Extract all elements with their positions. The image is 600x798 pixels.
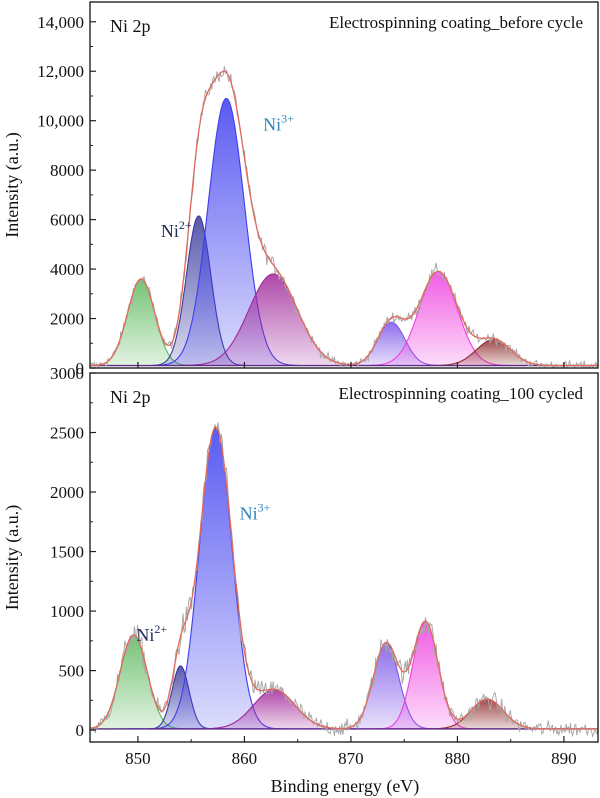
x-axis-label: Binding energy (eV) xyxy=(271,776,420,797)
y-tick-label: 10,000 xyxy=(37,112,84,131)
panel-before-cycle: 0 2000 4000 6000 8000 10,000 12,000 14,000 Inten… xyxy=(2,1,599,378)
annotation-ni3plus: Ni3+ xyxy=(240,500,271,523)
annotation-ni2plus: Ni2+ xyxy=(161,218,192,241)
raw-spectrum xyxy=(90,422,598,739)
x-tick-label: 890 xyxy=(551,749,577,768)
x-tick-label: 860 xyxy=(232,749,258,768)
x-tick-label: 870 xyxy=(338,749,364,768)
plot-frame xyxy=(89,1,599,369)
annotation-ni2plus: Ni2+ xyxy=(136,622,167,645)
plot-frame xyxy=(89,372,599,743)
x-tick-label: 880 xyxy=(445,749,471,768)
y-tick-label: 14,000 xyxy=(37,13,84,32)
panel-title: Electrospinning coating_before cycle xyxy=(329,13,583,32)
y-tick-label: 500 xyxy=(59,662,85,681)
y-tick-label: 0 xyxy=(76,721,85,740)
fit-envelope xyxy=(90,70,598,367)
y-tick-label: 1000 xyxy=(50,602,84,621)
plot-area xyxy=(90,422,598,739)
fit-envelope xyxy=(90,426,598,730)
peak-6 xyxy=(322,271,555,367)
y-tick-label: 2000 xyxy=(50,483,84,502)
y-tick-label: 8000 xyxy=(50,161,84,180)
corner-label: Ni 2p xyxy=(110,387,151,407)
y-tick-label: 4000 xyxy=(50,260,84,279)
y-tick-label: 6000 xyxy=(50,211,84,230)
panel-100-cycled: 0 500 1000 1500 2000 2500 3000 Intensity (a.u.)… xyxy=(2,364,599,743)
y-axis-label: Intensity (a.u.) xyxy=(2,505,23,610)
corner-label: Ni 2p xyxy=(110,16,151,36)
plot-area xyxy=(90,66,598,368)
y-tick-label: 1500 xyxy=(50,543,84,562)
y-tick-label: 12,000 xyxy=(37,62,84,81)
raw-spectrum xyxy=(90,66,598,368)
y-tick-label: 2500 xyxy=(50,424,84,443)
y-tick-label: 2000 xyxy=(50,310,84,329)
annotation-ni3plus: Ni3+ xyxy=(263,112,294,135)
y-tick-label: 0 xyxy=(76,359,85,378)
x-axis: 850 860 870 880 890 xyxy=(125,362,577,768)
x-tick-label: 850 xyxy=(125,749,151,768)
panel-title: Electrospinning coating_100 cycled xyxy=(338,384,583,403)
y-tick-label: 3000 xyxy=(50,364,84,383)
y-axis-label: Intensity (a.u.) xyxy=(2,132,23,237)
